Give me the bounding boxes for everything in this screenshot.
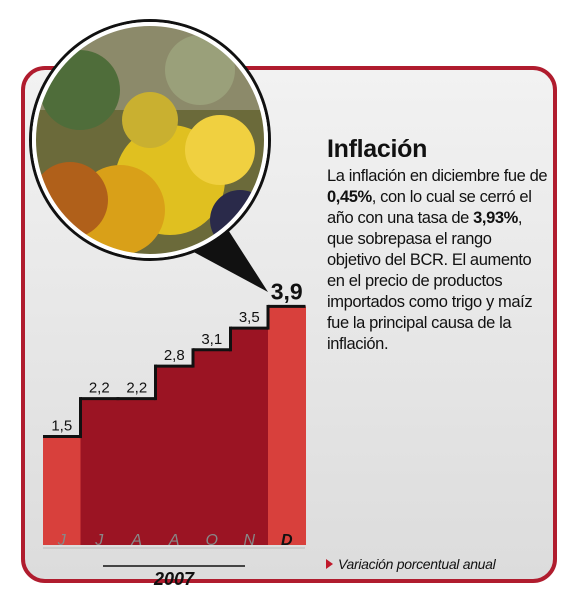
step-column <box>43 437 81 545</box>
step-column <box>81 399 119 545</box>
title: Inflación <box>327 135 549 164</box>
infographic: 2007 1,5 J 2,2 J 2,2 A 2,8 A 3,1 O 3,5 N 3,9 D Inflac… <box>0 0 569 592</box>
value-label: 3,5 <box>239 309 260 326</box>
step-column <box>268 306 306 545</box>
value-label: 3,1 <box>201 331 222 348</box>
x-axis-label: 2007 <box>153 569 195 589</box>
value-label: 2,2 <box>89 380 110 397</box>
value-label: 2,2 <box>126 380 147 397</box>
x-tick-label: J <box>94 532 104 549</box>
body-text: La inflación en diciembre fue de <box>327 167 547 185</box>
x-tick-label: A <box>168 532 180 549</box>
note: Variación porcentual anual <box>326 556 495 572</box>
value-label: 1,5 <box>51 418 72 435</box>
x-tick-label: A <box>130 532 142 549</box>
x-tick-label: J <box>57 532 67 549</box>
step-column <box>231 328 269 545</box>
body-text: , que sobrepasa el rango objetivo del BC… <box>327 209 532 353</box>
body-highlight: 3,93% <box>473 209 518 227</box>
x-tick-label: O <box>206 532 218 549</box>
step-column <box>193 350 231 545</box>
value-label: 2,8 <box>164 347 185 364</box>
step-column <box>118 399 156 545</box>
x-tick-label: N <box>243 532 255 549</box>
text-block: Inflación La inflación en diciembre fue … <box>327 135 549 355</box>
x-tick-label: D <box>281 532 293 549</box>
value-label: 3,9 <box>271 278 303 304</box>
body: La inflación en diciembre fue de 0,45% , … <box>327 166 549 355</box>
step-column <box>156 366 194 545</box>
body-highlight: 0,45% <box>327 188 372 206</box>
